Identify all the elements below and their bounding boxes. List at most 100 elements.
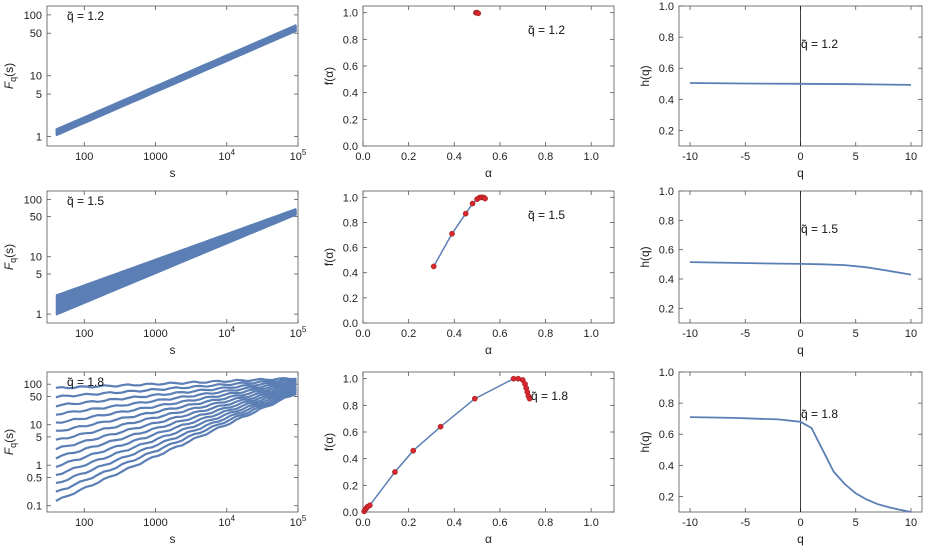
- fq-series-line: [55, 380, 297, 424]
- x-tick-label: 0.0: [355, 517, 370, 529]
- spectrum-point: [392, 469, 398, 475]
- x-tick-label: 0.2: [401, 328, 416, 340]
- spectrum-point: [449, 230, 455, 237]
- y-tick-label: 100: [24, 10, 42, 22]
- x-tick-label: 104: [218, 514, 235, 529]
- y-tick-label: 50: [30, 28, 42, 40]
- fq-series-line: [55, 207, 297, 297]
- x-tick-label: 0.4: [447, 328, 462, 340]
- spectrum-point: [482, 195, 488, 202]
- y-tick-label: 1: [36, 460, 42, 472]
- spectrum-point: [437, 423, 444, 430]
- x-tick-label: 105: [290, 514, 307, 529]
- q-annotation: q̃ = 1.5: [67, 194, 104, 208]
- y-tick-label: 0.2: [343, 480, 358, 492]
- y-tick-label: 0.4: [343, 268, 358, 280]
- x-tick-label: -5: [740, 517, 750, 529]
- fq-series-line: [55, 382, 297, 432]
- y-tick-label: 10: [30, 420, 42, 432]
- x-axis-label: α: [485, 343, 492, 357]
- y-tick-label: 0.2: [343, 114, 358, 126]
- x-tick-label: 0: [797, 151, 803, 163]
- fq-series-line: [55, 392, 297, 503]
- fq-series-line: [55, 380, 297, 416]
- y-tick-label: 0.4: [659, 274, 674, 286]
- fq-series-line: [55, 24, 297, 131]
- y-tick-label: 0.2: [659, 491, 674, 503]
- fq-series-line: [55, 376, 297, 390]
- x-tick-label: 0.2: [401, 151, 416, 163]
- y-tick-label: 1: [36, 309, 42, 321]
- y-tick-label: 0.1: [27, 501, 42, 513]
- x-tick-label: 0.6: [492, 517, 507, 529]
- x-tick-label: 0.8: [538, 328, 553, 340]
- fq-series-line: [55, 384, 297, 441]
- y-tick-label: 0.4: [659, 460, 674, 472]
- y-axis-label: h(q): [638, 65, 652, 86]
- y-axis-label: h(q): [638, 246, 652, 267]
- spectrum-line: [363, 377, 531, 512]
- panel-1-2: -10 -5 0 5 10 0.2 0.4 0.6 0.8 1.0 q h(q) q̃ = 1.5: [638, 186, 923, 357]
- x-tick-label: 1.0: [584, 517, 599, 529]
- x-tick-label: 1.0: [584, 151, 599, 163]
- x-tick-label: 5: [853, 151, 859, 163]
- x-tick-label: 10: [905, 151, 917, 163]
- y-tick-label: 0.6: [343, 427, 358, 439]
- x-tick-label: 0.6: [492, 151, 507, 163]
- y-tick-label: 1.0: [659, 1, 674, 13]
- y-axis-label: Fq(s): [2, 429, 18, 455]
- x-tick-label: 10: [905, 517, 917, 529]
- x-tick-label: 105: [290, 148, 307, 163]
- x-tick-label: 100: [75, 328, 93, 340]
- y-tick-label: 1.0: [659, 186, 674, 198]
- fq-series-line: [55, 387, 297, 469]
- y-tick-label: 0.8: [659, 32, 674, 44]
- x-axis-label: s: [170, 532, 176, 546]
- fq-series-line: [55, 389, 297, 484]
- y-axis-label: h(q): [638, 431, 652, 452]
- x-tick-label: 0.8: [538, 517, 553, 529]
- q-annotation: q̃ = 1.8: [67, 375, 104, 389]
- y-tick-label: 10: [30, 71, 42, 83]
- y-tick-label: 0.0: [343, 141, 358, 153]
- panel-1-1: 0.0 0.2 0.4 0.6 0.8 1.0 0.0 0.2 0.4 0.6 0.8 1.0 α f(α…: [322, 190, 615, 357]
- x-tick-label: -5: [740, 151, 750, 163]
- y-tick-label: 0.8: [343, 217, 358, 229]
- plot-frame: [362, 371, 615, 513]
- y-tick-label: 0.4: [659, 94, 674, 106]
- spectrum-point: [469, 200, 476, 207]
- spectrum-point: [430, 263, 437, 270]
- q-annotation: q̃ = 1.5: [528, 208, 565, 222]
- y-tick-label: 0.6: [343, 61, 358, 73]
- x-tick-label: 105: [290, 325, 307, 340]
- y-tick-label: 0.8: [659, 215, 674, 227]
- y-tick-label: 5: [36, 432, 42, 444]
- spectrum-point: [366, 502, 373, 509]
- q-annotation: q̃ = 1.8: [801, 407, 838, 421]
- y-tick-label: 0.5: [27, 472, 42, 484]
- x-tick-label: -5: [740, 328, 750, 340]
- y-tick-label: 50: [30, 391, 42, 403]
- q-annotation: q̃ = 1.5: [801, 222, 838, 236]
- x-axis-label: α: [485, 166, 492, 180]
- y-tick-label: 100: [24, 194, 42, 206]
- y-tick-label: 0.6: [659, 245, 674, 257]
- y-tick-label: 0.8: [343, 400, 358, 412]
- y-tick-label: 0.8: [659, 398, 674, 410]
- plot-frame: [46, 5, 299, 147]
- fq-series-line: [55, 387, 297, 460]
- x-tick-label: 100: [75, 517, 93, 529]
- y-tick-label: 0.6: [659, 63, 674, 75]
- panel-0-0: 100 1000 104 105 1 5 10 50 100 s Fq(s) q̃ = 1.2: [2, 5, 307, 180]
- y-axis-label: f(α): [322, 67, 336, 85]
- spectrum-point: [471, 395, 478, 402]
- x-tick-label: -10: [682, 328, 698, 340]
- fq-series-line: [55, 379, 297, 408]
- y-tick-label: 0.2: [343, 293, 358, 305]
- y-tick-label: 50: [30, 212, 42, 224]
- y-axis-label: Fq(s): [2, 244, 18, 270]
- x-axis-label: q: [797, 166, 804, 180]
- y-tick-label: 5: [36, 269, 42, 281]
- y-tick-label: 0.4: [343, 454, 358, 466]
